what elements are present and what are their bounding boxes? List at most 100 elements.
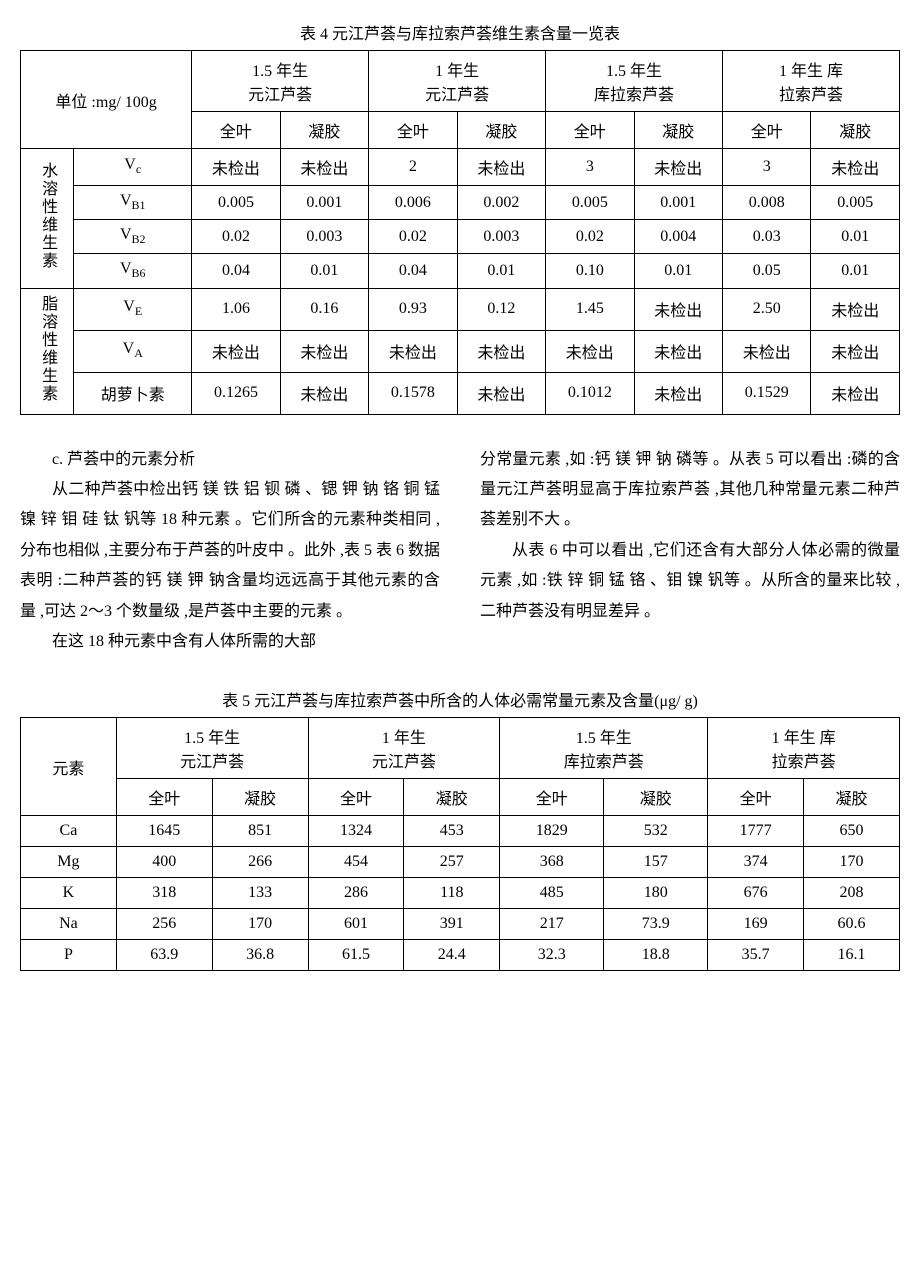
table-row: 胡萝卜素 0.1265未检出0.1578未检出0.1012未检出0.1529未检… bbox=[21, 372, 900, 414]
table5-sub-3b: 凝胶 bbox=[804, 779, 900, 816]
cell: 60.6 bbox=[804, 909, 900, 940]
cell: 未检出 bbox=[457, 372, 545, 414]
table-row: 脂溶性维生素 VE 1.060.160.930.121.45未检出2.50未检出 bbox=[21, 288, 900, 330]
cell: 217 bbox=[500, 909, 604, 940]
cell: 未检出 bbox=[369, 330, 457, 372]
table-row: VB6 0.040.010.040.010.100.010.050.01 bbox=[21, 254, 900, 288]
cell: 368 bbox=[500, 847, 604, 878]
cell: 0.1578 bbox=[369, 372, 457, 414]
cell: 391 bbox=[404, 909, 500, 940]
table4-sub-3b: 凝胶 bbox=[811, 112, 900, 149]
table4-group-2: 1.5 年生库拉索芦荟 bbox=[546, 51, 723, 112]
table4-sub-1b: 凝胶 bbox=[457, 112, 545, 149]
table4-s2r0-name: VE bbox=[74, 288, 192, 330]
table4-sub-3a: 全叶 bbox=[723, 112, 811, 149]
cell: 0.93 bbox=[369, 288, 457, 330]
cell: 24.4 bbox=[404, 940, 500, 971]
table4-group-1: 1 年生元江芦荟 bbox=[369, 51, 546, 112]
table-row: Mg400266454257368157374170 bbox=[21, 847, 900, 878]
t5-r4-name: P bbox=[21, 940, 117, 971]
table5-title: 表 5 元江芦荟与库拉索芦荟中所含的人体必需常量元素及含量(μg/ g) bbox=[20, 687, 900, 711]
table4-group-0: 1.5 年生元江芦荟 bbox=[192, 51, 369, 112]
table4-section1-label: 水溶性维生素 bbox=[21, 149, 74, 289]
table-row: VB2 0.020.0030.020.0030.020.0040.030.01 bbox=[21, 220, 900, 254]
table5: 元素 1.5 年生元江芦荟 1 年生元江芦荟 1.5 年生库拉索芦荟 1 年生 … bbox=[20, 717, 900, 971]
cell: 0.01 bbox=[811, 220, 900, 254]
table4-sub-1a: 全叶 bbox=[369, 112, 457, 149]
table-row: K318133286118485180676208 bbox=[21, 878, 900, 909]
cell: 1829 bbox=[500, 816, 604, 847]
cell: 257 bbox=[404, 847, 500, 878]
table-row: VA 未检出未检出未检出未检出未检出未检出未检出未检出 bbox=[21, 330, 900, 372]
table-row: VB1 0.0050.0010.0060.0020.0050.0010.0080… bbox=[21, 186, 900, 220]
t5-r3-name: Na bbox=[21, 909, 117, 940]
table5-sub-1a: 全叶 bbox=[308, 779, 404, 816]
table5-sub-0b: 凝胶 bbox=[212, 779, 308, 816]
cell: 未检出 bbox=[723, 330, 811, 372]
cell: 851 bbox=[212, 816, 308, 847]
cell: 266 bbox=[212, 847, 308, 878]
cell: 未检出 bbox=[811, 288, 900, 330]
table4-title: 表 4 元江芦荟与库拉索芦荟维生素含量一览表 bbox=[20, 20, 900, 44]
cell: 未检出 bbox=[811, 149, 900, 186]
table5-sub-3a: 全叶 bbox=[708, 779, 804, 816]
table4-sub-0a: 全叶 bbox=[192, 112, 280, 149]
cell: 0.04 bbox=[192, 254, 280, 288]
cell: 0.002 bbox=[457, 186, 545, 220]
cell: 157 bbox=[604, 847, 708, 878]
table5-sub-1b: 凝胶 bbox=[404, 779, 500, 816]
cell: 未检出 bbox=[546, 330, 634, 372]
cell: 374 bbox=[708, 847, 804, 878]
table-row: Na25617060139121773.916960.6 bbox=[21, 909, 900, 940]
cell: 73.9 bbox=[604, 909, 708, 940]
body-left-column: c. 芦荟中的元素分析 从二种芦荟中检出钙 镁 铁 铝 钡 磷 、锶 钾 钠 铬… bbox=[20, 445, 440, 658]
cell: 0.02 bbox=[369, 220, 457, 254]
table4-s1r0-name: Vc bbox=[74, 149, 192, 186]
cell: 0.1012 bbox=[546, 372, 634, 414]
cell: 35.7 bbox=[708, 940, 804, 971]
cell: 0.005 bbox=[546, 186, 634, 220]
cell: 0.1529 bbox=[723, 372, 811, 414]
cell: 0.01 bbox=[280, 254, 368, 288]
cell: 未检出 bbox=[457, 330, 545, 372]
cell: 1.06 bbox=[192, 288, 280, 330]
cell: 18.8 bbox=[604, 940, 708, 971]
cell: 256 bbox=[116, 909, 212, 940]
cell: 未检出 bbox=[634, 288, 722, 330]
cell: 170 bbox=[804, 847, 900, 878]
cell: 318 bbox=[116, 878, 212, 909]
cell: 170 bbox=[212, 909, 308, 940]
para: 分常量元素 ,如 :钙 镁 钾 钠 磷等 。从表 5 可以看出 :磷的含量元江芦… bbox=[480, 445, 900, 536]
cell: 63.9 bbox=[116, 940, 212, 971]
cell: 453 bbox=[404, 816, 500, 847]
cell: 133 bbox=[212, 878, 308, 909]
cell: 未检出 bbox=[811, 372, 900, 414]
table-row: P63.936.861.524.432.318.835.716.1 bbox=[21, 940, 900, 971]
cell: 未检出 bbox=[457, 149, 545, 186]
cell: 0.003 bbox=[280, 220, 368, 254]
cell: 0.004 bbox=[634, 220, 722, 254]
cell: 0.12 bbox=[457, 288, 545, 330]
cell: 32.3 bbox=[500, 940, 604, 971]
cell: 1777 bbox=[708, 816, 804, 847]
table4-s1r2-name: VB2 bbox=[74, 220, 192, 254]
cell: 3 bbox=[546, 149, 634, 186]
body-right-column: 分常量元素 ,如 :钙 镁 钾 钠 磷等 。从表 5 可以看出 :磷的含量元江芦… bbox=[480, 445, 900, 658]
cell: 0.1265 bbox=[192, 372, 280, 414]
cell: 未检出 bbox=[280, 372, 368, 414]
table4-sub-2b: 凝胶 bbox=[634, 112, 722, 149]
body-text: c. 芦荟中的元素分析 从二种芦荟中检出钙 镁 铁 铝 钡 磷 、锶 钾 钠 铬… bbox=[20, 445, 900, 658]
cell: 208 bbox=[804, 878, 900, 909]
cell: 61.5 bbox=[308, 940, 404, 971]
cell: 0.003 bbox=[457, 220, 545, 254]
table5-group-0: 1.5 年生元江芦荟 bbox=[116, 718, 308, 779]
table4-s2r2-name: 胡萝卜素 bbox=[74, 372, 192, 414]
cell: 未检出 bbox=[192, 149, 280, 186]
cell: 0.01 bbox=[811, 254, 900, 288]
t5-r0-name: Ca bbox=[21, 816, 117, 847]
cell: 0.16 bbox=[280, 288, 368, 330]
cell: 601 bbox=[308, 909, 404, 940]
cell: 36.8 bbox=[212, 940, 308, 971]
cell: 485 bbox=[500, 878, 604, 909]
cell: 未检出 bbox=[811, 330, 900, 372]
